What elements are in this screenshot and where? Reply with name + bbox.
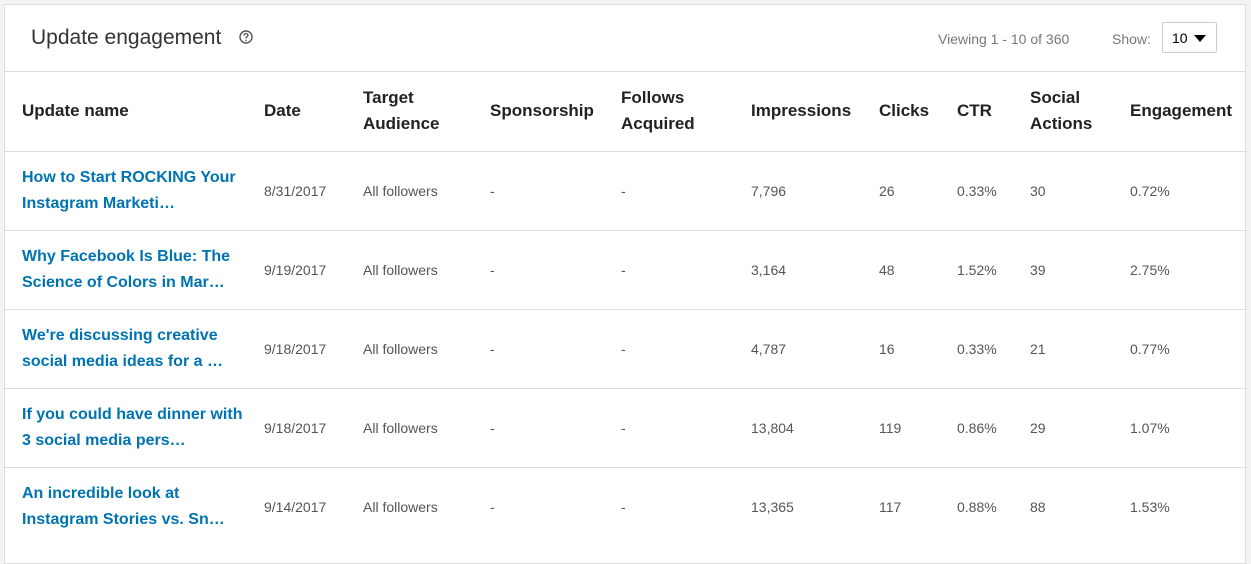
select-value: 10 — [1172, 30, 1188, 46]
table-cell: 0.88% — [940, 466, 1013, 546]
column-header[interactable]: Target Audience — [363, 88, 440, 134]
card-header: Update engagement Viewing 1 - 10 of 360 … — [5, 5, 1245, 72]
header-row: Update name Date Target Audience Sponsorshi… — [5, 72, 1247, 151]
table-cell: - — [604, 229, 734, 309]
update-link[interactable]: How to Start ROCKING Your Instagram Mark… — [22, 168, 236, 212]
column-header[interactable]: Social Actions — [1030, 88, 1093, 134]
table-cell: 21 — [1013, 308, 1113, 388]
table-cell: 30 — [1013, 150, 1113, 230]
update-link[interactable]: Why Facebook Is Blue: The Science of Col… — [22, 247, 231, 291]
table-cell: 13,804 — [734, 387, 862, 467]
table-cell: 2.75% — [1113, 229, 1247, 309]
column-header[interactable]: Clicks — [879, 101, 930, 121]
page: Update engagement Viewing 1 - 10 of 360 … — [4, 4, 1247, 564]
caret — [1194, 35, 1206, 42]
table-row: An incredible look at Instagram Stories … — [5, 466, 1247, 546]
update-name-cell: Why Facebook Is Blue: The Science of Col… — [5, 229, 247, 309]
column-header[interactable]: Update name — [22, 101, 129, 121]
table-cell: 9/18/2017 — [247, 308, 346, 388]
table-cell: 0.33% — [940, 150, 1013, 230]
column-header[interactable]: Engagement — [1130, 101, 1233, 121]
table-cell: 48 — [862, 229, 940, 309]
column-header[interactable]: Follows Acquired — [621, 88, 695, 134]
table-cell: 8/31/2017 — [247, 150, 346, 230]
table-cell: 29 — [1013, 387, 1113, 467]
table-cell: - — [604, 308, 734, 388]
table-cell: 0.72% — [1113, 150, 1247, 230]
table-row: If you could have dinner with 3 social m… — [5, 387, 1247, 467]
table-cell: 0.86% — [940, 387, 1013, 467]
update-link[interactable]: An incredible look at Instagram Stories … — [22, 484, 225, 528]
table-cell: 1.07% — [1113, 387, 1247, 467]
table-cell: All followers — [346, 308, 473, 388]
table-cell: - — [604, 150, 734, 230]
table-cell: All followers — [346, 387, 473, 467]
update-name-cell: How to Start ROCKING Your Instagram Mark… — [5, 150, 247, 230]
update-name-cell: If you could have dinner with 3 social m… — [5, 387, 247, 467]
help-icon[interactable] — [239, 30, 253, 44]
pagination-info: Viewing 1 - 10 of 360 — [938, 31, 1070, 47]
column-header[interactable]: Impressions — [751, 101, 852, 121]
table-cell: 9/14/2017 — [247, 466, 346, 546]
table-row: How to Start ROCKING Your Instagram Mark… — [5, 150, 1247, 230]
table-cell: 7,796 — [734, 150, 862, 230]
engagement-table: Update name Date Target Audience Sponsorshi… — [5, 72, 1247, 546]
update-link[interactable]: If you could have dinner with 3 social m… — [22, 405, 243, 449]
card-title: Update engagement — [31, 26, 222, 49]
column-header[interactable]: Sponsorship — [490, 101, 594, 121]
column-header[interactable]: Date — [264, 101, 301, 121]
table-cell: 13,365 — [734, 466, 862, 546]
table-cell: - — [604, 387, 734, 467]
update-link[interactable]: We're discussing creative social media i… — [22, 326, 223, 370]
table-cell: 39 — [1013, 229, 1113, 309]
update-name-cell: An incredible look at Instagram Stories … — [5, 466, 247, 546]
table-cell: 119 — [862, 387, 940, 467]
table-cell: All followers — [346, 229, 473, 309]
table-row: Why Facebook Is Blue: The Science of Col… — [5, 229, 1247, 309]
table-cell: - — [604, 466, 734, 546]
table-cell: 0.77% — [1113, 308, 1247, 388]
table-cell: - — [473, 229, 604, 309]
update-name-cell: We're discussing creative social media i… — [5, 308, 247, 388]
table-cell: 1.53% — [1113, 466, 1247, 546]
page-size-select[interactable]: 10 — [1162, 22, 1217, 53]
table-cell: 117 — [862, 466, 940, 546]
table-cell: 26 — [862, 150, 940, 230]
table-cell: 9/19/2017 — [247, 229, 346, 309]
column-header[interactable]: CTR — [957, 101, 992, 121]
table-cell: - — [473, 387, 604, 467]
table-cell: 4,787 — [734, 308, 862, 388]
table-cell: - — [473, 150, 604, 230]
table-row: We're discussing creative social media i… — [5, 308, 1247, 388]
table-body: How to Start ROCKING Your Instagram Mark… — [5, 150, 1247, 546]
table-cell: - — [473, 308, 604, 388]
table-cell: 88 — [1013, 466, 1113, 546]
table-cell: 1.52% — [940, 229, 1013, 309]
table-cell: 16 — [862, 308, 940, 388]
show-label: Show: — [1112, 31, 1151, 47]
table-cell: All followers — [346, 150, 473, 230]
table-cell: All followers — [346, 466, 473, 546]
table-cell: 3,164 — [734, 229, 862, 309]
table-cell: 0.33% — [940, 308, 1013, 388]
table-cell: - — [473, 466, 604, 546]
table-cell: 9/18/2017 — [247, 387, 346, 467]
engagement-card: Update engagement Viewing 1 - 10 of 360 … — [4, 4, 1247, 564]
